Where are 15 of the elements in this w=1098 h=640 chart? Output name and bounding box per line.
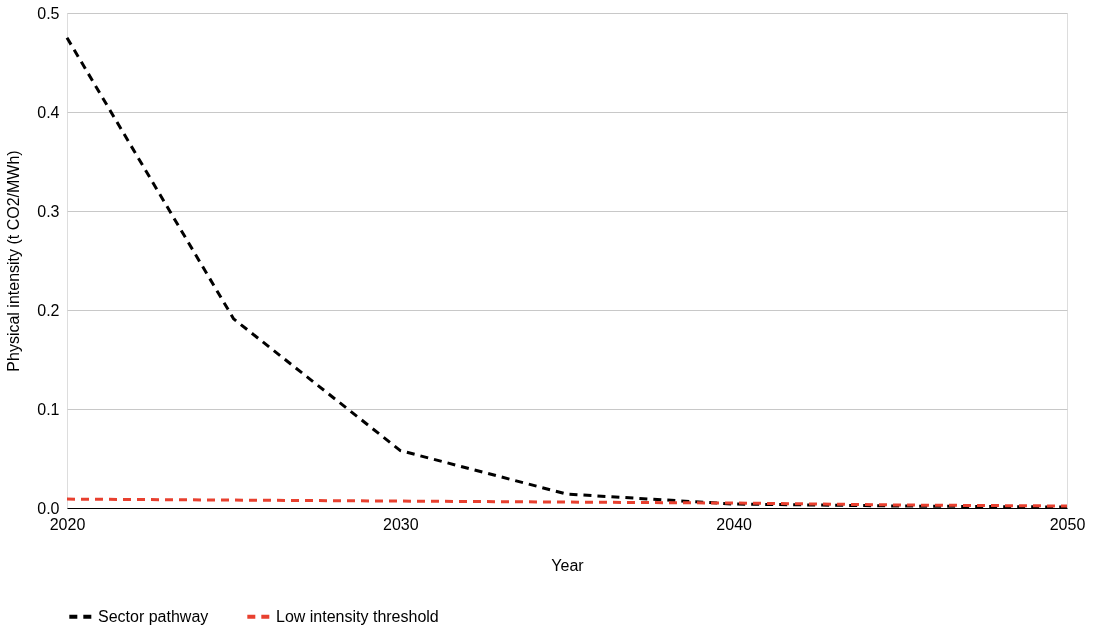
x-tick-label: 2020 bbox=[49, 515, 86, 533]
line-series bbox=[65, 497, 1069, 508]
y-tick-label: 0.5 bbox=[37, 4, 60, 22]
y-tick-label: 0.4 bbox=[37, 103, 60, 121]
x-tick-label: 2050 bbox=[1049, 515, 1086, 533]
x-tick-label: 2030 bbox=[383, 515, 419, 533]
y-tick-label: 0.3 bbox=[37, 202, 60, 220]
legend-label: Low intensity threshold bbox=[276, 607, 439, 625]
y-tick-label: 0.0 bbox=[37, 499, 60, 517]
x-tick-label: 2040 bbox=[716, 515, 753, 533]
y-axis-title: Physical intensity (t CO2/MWh) bbox=[5, 150, 23, 372]
x-axis-title: Year bbox=[551, 556, 585, 574]
y-tick-label: 0.1 bbox=[37, 400, 60, 418]
y-tick-label: 0.2 bbox=[37, 301, 60, 319]
legend-label: Sector pathway bbox=[98, 607, 209, 625]
